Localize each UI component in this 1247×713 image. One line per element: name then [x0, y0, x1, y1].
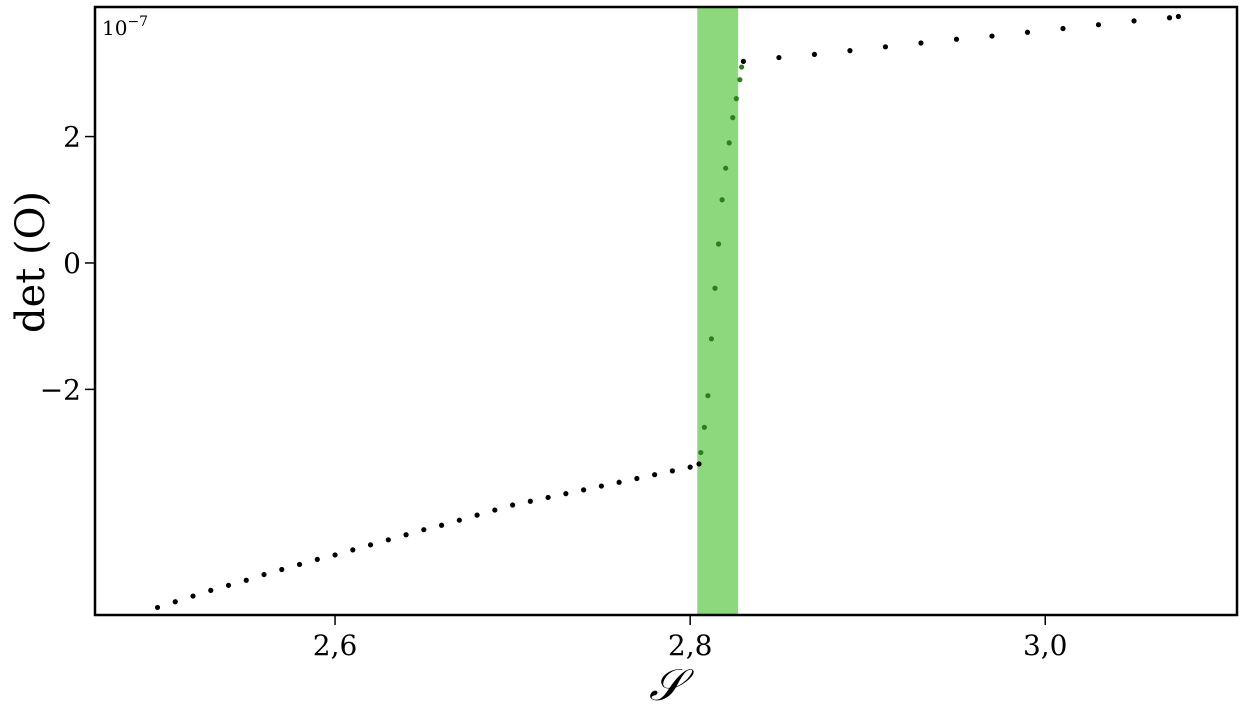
point [847, 48, 853, 54]
plot-frame [93, 5, 1239, 617]
plot-area [154, 7, 1182, 615]
point [708, 336, 715, 342]
point [634, 475, 640, 482]
point [719, 197, 725, 203]
point [1166, 15, 1173, 21]
point [172, 599, 178, 605]
point [776, 54, 782, 61]
point [698, 449, 704, 456]
point [350, 547, 356, 553]
point [438, 522, 445, 528]
point [1175, 13, 1182, 20]
point [296, 561, 303, 568]
point [726, 140, 732, 146]
point [208, 587, 214, 593]
highlight-band [697, 7, 739, 615]
point [701, 424, 707, 430]
y-tick-label: 2 [63, 121, 81, 154]
point [314, 556, 320, 562]
point [545, 494, 551, 501]
point [492, 507, 498, 513]
point [403, 532, 409, 538]
point [616, 479, 622, 485]
y-tick-label: 0 [63, 247, 81, 280]
multiplier-exponent: −7 [127, 14, 148, 30]
point [1024, 29, 1031, 35]
multiplier-base: 10 [102, 16, 127, 40]
point [918, 40, 924, 46]
point [563, 491, 569, 497]
point [652, 472, 658, 478]
point [456, 517, 462, 523]
point [715, 241, 722, 247]
point [737, 77, 743, 83]
point [705, 393, 711, 399]
point [527, 498, 533, 504]
point [243, 577, 249, 583]
point [474, 512, 480, 518]
point [154, 604, 161, 611]
point [712, 285, 718, 291]
point [739, 64, 745, 70]
point [509, 502, 516, 508]
point [385, 537, 391, 543]
x-tick-label: 2,6 [313, 629, 358, 662]
point [687, 464, 693, 470]
point [581, 487, 587, 493]
x-tick-label: 3,0 [1023, 629, 1068, 662]
x-tick-label: 2,8 [668, 629, 713, 662]
point [1095, 22, 1102, 28]
point [421, 527, 427, 533]
point [811, 51, 818, 58]
y-axis-title: det (O) [8, 191, 54, 333]
y-tick-label: −2 [40, 373, 81, 406]
point [598, 483, 604, 489]
point [225, 582, 232, 588]
point [261, 571, 267, 578]
point [1131, 18, 1137, 24]
point [989, 33, 995, 39]
point [723, 165, 729, 171]
point [332, 552, 338, 558]
point [733, 96, 739, 102]
point [190, 593, 196, 599]
point [1060, 25, 1066, 32]
point [696, 461, 702, 467]
y-multiplier: 10−7 [102, 14, 148, 40]
point [730, 115, 736, 121]
point [669, 468, 675, 474]
point [367, 542, 374, 548]
point [279, 566, 285, 573]
point [953, 36, 960, 42]
point [740, 58, 747, 64]
point [882, 44, 889, 50]
